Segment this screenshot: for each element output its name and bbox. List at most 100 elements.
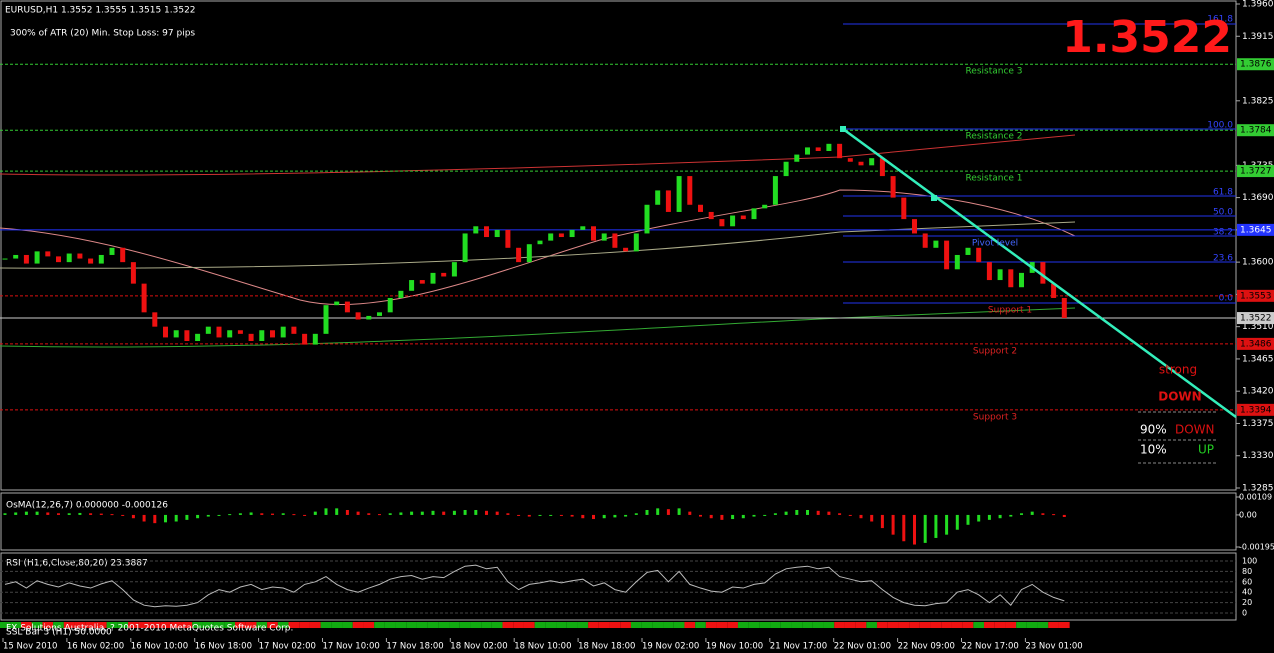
ssl-cell — [705, 622, 717, 628]
osma-bar — [538, 514, 542, 516]
ssl-cell — [192, 622, 203, 628]
candle — [847, 158, 853, 162]
ssl-cell — [491, 622, 503, 628]
candle — [837, 143, 843, 159]
ssl-cell — [994, 622, 1006, 628]
osma-bar — [3, 513, 7, 515]
price-tick-label: 1.3285 — [1242, 484, 1274, 494]
osma-bar — [324, 508, 328, 515]
candle — [462, 233, 468, 263]
atr-info: 300% of ATR (20) Min. Stop Loss: 97 pips — [10, 29, 195, 39]
down-label: DOWN — [1175, 423, 1215, 437]
candle — [1040, 262, 1046, 284]
candle — [537, 240, 543, 245]
copyright: FX Solutions Australia, ? 2001-2010 Meta… — [6, 624, 293, 634]
candle — [430, 272, 436, 284]
osma-bar — [517, 514, 521, 516]
osma-bar — [816, 510, 820, 515]
ssl-cell — [791, 622, 803, 628]
osma-bar — [99, 513, 103, 515]
ssl-cell — [31, 622, 43, 628]
ssl-cell — [523, 622, 535, 628]
price-tick-label: 1.3690 — [1242, 193, 1274, 203]
ssl-cell — [170, 622, 182, 628]
symbol-info: EURUSD,H1 1.3552 1.3555 1.3515 1.3522 — [5, 6, 196, 16]
osma-bar — [303, 514, 307, 516]
ssl-title: SSL Bar 3 (H1) 50.0000 — [6, 628, 112, 638]
osma-bar — [78, 512, 82, 515]
candle — [954, 254, 960, 270]
level-box-label: 1.3876 — [1240, 60, 1272, 70]
osma-bar — [367, 513, 371, 515]
osma-bar — [24, 511, 28, 515]
ssl-cell — [770, 622, 781, 628]
ssl-cell — [737, 622, 749, 628]
ssl-cell — [267, 622, 278, 628]
level-label: Support 1 — [988, 306, 1032, 316]
candle — [227, 330, 233, 338]
osma-bar — [452, 510, 456, 515]
osma-bar — [913, 514, 916, 545]
osma-bar — [35, 511, 39, 515]
candle — [933, 240, 939, 248]
candle — [762, 204, 768, 209]
ssl-cell — [1005, 622, 1017, 628]
ssl-cell — [663, 622, 674, 628]
candle — [805, 147, 810, 155]
time-label: 19 Nov 02:00 — [642, 642, 699, 652]
ssl-cell — [609, 622, 621, 628]
candle — [173, 330, 179, 338]
ssl-cell — [1048, 622, 1059, 628]
ssl-cell — [181, 622, 193, 628]
level-box-label: 1.3645 — [1240, 225, 1272, 235]
level-label: Resistance 1 — [965, 174, 1022, 184]
osma-tick-label: -0.00195 — [1239, 543, 1274, 552]
ssl-cell — [459, 622, 471, 628]
osma-bar — [688, 511, 692, 515]
ssl-cell — [877, 622, 888, 628]
candle — [665, 190, 671, 212]
rsi-tick-label: 80 — [1242, 567, 1252, 576]
trend-anchor — [931, 195, 937, 201]
osma-bar — [1062, 514, 1066, 517]
osma-bar — [848, 514, 852, 516]
candle — [270, 330, 275, 338]
osma-bar — [174, 514, 178, 522]
osma-bar — [592, 514, 595, 520]
ssl-cell — [566, 622, 578, 628]
ssl-cell — [256, 622, 268, 628]
time-label: 17 Nov 02:00 — [259, 642, 316, 652]
ssl-cell — [320, 622, 332, 628]
level-box-label: 1.3784 — [1240, 126, 1272, 136]
osma-bar — [731, 514, 735, 520]
osma-bar — [549, 514, 553, 516]
ssl-cell — [21, 622, 32, 628]
candle — [398, 290, 404, 298]
candle — [1008, 269, 1014, 288]
candle — [901, 197, 907, 220]
candle — [558, 233, 564, 238]
osma-bar — [420, 511, 424, 515]
candle — [484, 226, 489, 238]
osma-bar — [773, 513, 777, 515]
time-label: 18 Nov 02:00 — [450, 642, 507, 652]
fib-label: 0.0 — [1219, 294, 1234, 304]
time-label: 18 Nov 18:00 — [578, 642, 635, 652]
main-frame — [0, 0, 1237, 491]
rsi-tick-label: 20 — [1242, 598, 1252, 607]
ssl-cell — [299, 622, 310, 628]
ssl-cell — [406, 622, 417, 628]
candle — [23, 254, 29, 264]
rsi-line — [4, 564, 1065, 608]
candle — [826, 143, 832, 151]
ssl-cell — [245, 622, 257, 628]
ssl-cell — [138, 622, 150, 628]
price-tick-label: 1.3600 — [1242, 258, 1274, 268]
osma-bar — [763, 514, 767, 516]
candle — [377, 312, 382, 316]
price-tick-label: 1.3465 — [1242, 354, 1274, 364]
osma-bar — [442, 511, 446, 515]
ssl-cell — [909, 622, 920, 628]
osma-bar — [741, 514, 745, 519]
